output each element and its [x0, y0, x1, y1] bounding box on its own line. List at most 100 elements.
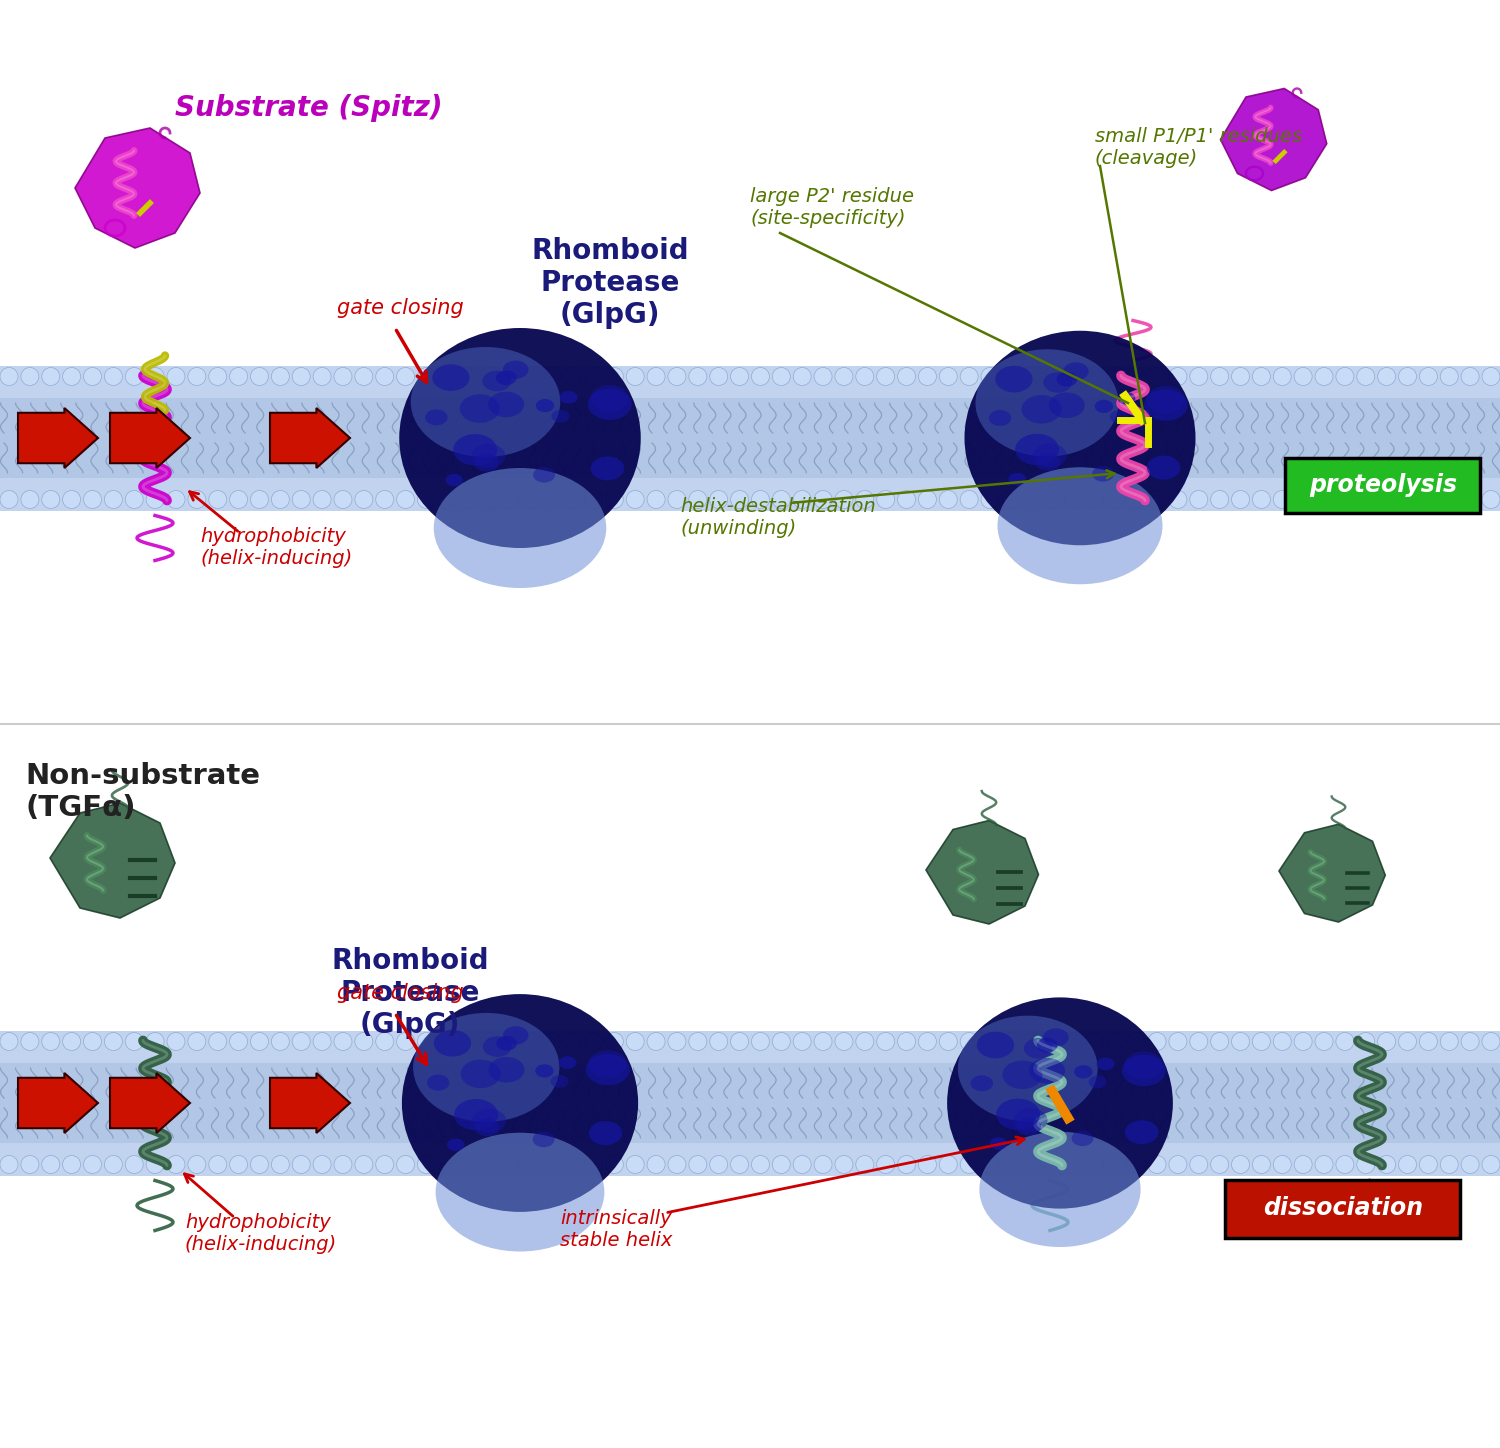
Ellipse shape	[970, 1076, 993, 1092]
FancyBboxPatch shape	[1226, 1180, 1460, 1238]
Circle shape	[1107, 1032, 1125, 1050]
Circle shape	[63, 1156, 81, 1173]
Ellipse shape	[536, 400, 554, 413]
Ellipse shape	[1064, 362, 1089, 381]
Circle shape	[939, 1156, 957, 1173]
Bar	[0, 1063, 1500, 1142]
Circle shape	[438, 1032, 456, 1050]
Ellipse shape	[1036, 1038, 1058, 1053]
Circle shape	[1358, 1032, 1376, 1050]
Circle shape	[501, 1032, 519, 1050]
Circle shape	[815, 491, 833, 508]
Circle shape	[981, 491, 999, 508]
Circle shape	[1126, 1156, 1144, 1173]
Circle shape	[730, 1032, 748, 1050]
Circle shape	[1336, 491, 1354, 508]
Circle shape	[1336, 1032, 1354, 1050]
Ellipse shape	[996, 1099, 1039, 1129]
Ellipse shape	[488, 391, 524, 417]
Circle shape	[1002, 1156, 1020, 1173]
Circle shape	[292, 491, 310, 508]
Ellipse shape	[1035, 453, 1060, 471]
Ellipse shape	[424, 410, 447, 426]
Circle shape	[730, 491, 748, 508]
Circle shape	[459, 1156, 477, 1173]
Circle shape	[1210, 1156, 1228, 1173]
Circle shape	[646, 1032, 664, 1050]
Circle shape	[230, 491, 248, 508]
Circle shape	[1336, 1156, 1354, 1173]
Circle shape	[1107, 368, 1125, 385]
Circle shape	[772, 491, 790, 508]
Circle shape	[856, 1032, 874, 1050]
Circle shape	[1358, 491, 1376, 508]
Circle shape	[209, 1156, 226, 1173]
Circle shape	[1482, 1032, 1500, 1050]
Circle shape	[688, 491, 706, 508]
Ellipse shape	[1029, 1058, 1065, 1083]
Circle shape	[21, 491, 39, 508]
Ellipse shape	[586, 1054, 630, 1085]
Circle shape	[564, 491, 582, 508]
Circle shape	[836, 491, 854, 508]
Circle shape	[1440, 368, 1458, 385]
Circle shape	[1274, 368, 1292, 385]
Circle shape	[876, 1032, 894, 1050]
Circle shape	[688, 368, 706, 385]
Circle shape	[856, 491, 874, 508]
Text: Non-substrate: Non-substrate	[26, 762, 260, 791]
Ellipse shape	[1092, 466, 1114, 482]
Circle shape	[375, 368, 393, 385]
Circle shape	[356, 491, 374, 508]
Ellipse shape	[1016, 434, 1059, 465]
Circle shape	[1232, 491, 1250, 508]
Circle shape	[1294, 368, 1312, 385]
Circle shape	[960, 368, 978, 385]
Circle shape	[646, 368, 664, 385]
Circle shape	[438, 1156, 456, 1173]
Circle shape	[230, 1032, 248, 1050]
Circle shape	[1398, 1032, 1416, 1050]
Circle shape	[606, 1156, 624, 1173]
Ellipse shape	[588, 1050, 627, 1077]
Circle shape	[124, 1156, 142, 1173]
Ellipse shape	[489, 1057, 525, 1083]
Ellipse shape	[1125, 1051, 1162, 1079]
Ellipse shape	[550, 1074, 568, 1087]
Circle shape	[42, 1156, 60, 1173]
Circle shape	[876, 368, 894, 385]
Text: large P2' residue
(site-specificity): large P2' residue (site-specificity)	[750, 187, 914, 229]
Circle shape	[522, 491, 540, 508]
Circle shape	[1148, 491, 1166, 508]
Ellipse shape	[460, 1060, 501, 1087]
Circle shape	[459, 368, 477, 385]
Circle shape	[334, 368, 352, 385]
Ellipse shape	[1042, 1028, 1068, 1047]
Ellipse shape	[976, 1032, 1014, 1058]
Ellipse shape	[1125, 1121, 1158, 1144]
Circle shape	[1377, 491, 1395, 508]
Ellipse shape	[471, 445, 506, 468]
Ellipse shape	[1056, 372, 1077, 387]
Circle shape	[1274, 1032, 1292, 1050]
Ellipse shape	[588, 388, 632, 420]
Circle shape	[166, 1156, 184, 1173]
Circle shape	[585, 1156, 603, 1173]
Ellipse shape	[1002, 1060, 1042, 1089]
Circle shape	[0, 1032, 18, 1050]
Ellipse shape	[446, 473, 464, 487]
Circle shape	[836, 1032, 854, 1050]
FancyBboxPatch shape	[1286, 458, 1480, 513]
Circle shape	[815, 1032, 833, 1050]
Ellipse shape	[980, 1132, 1140, 1247]
Circle shape	[585, 368, 603, 385]
Circle shape	[1126, 368, 1144, 385]
Circle shape	[251, 1156, 268, 1173]
Circle shape	[522, 368, 540, 385]
Circle shape	[1440, 491, 1458, 508]
Circle shape	[543, 491, 561, 508]
Circle shape	[522, 1156, 540, 1173]
Circle shape	[646, 491, 664, 508]
Circle shape	[668, 1156, 686, 1173]
Circle shape	[1148, 368, 1166, 385]
